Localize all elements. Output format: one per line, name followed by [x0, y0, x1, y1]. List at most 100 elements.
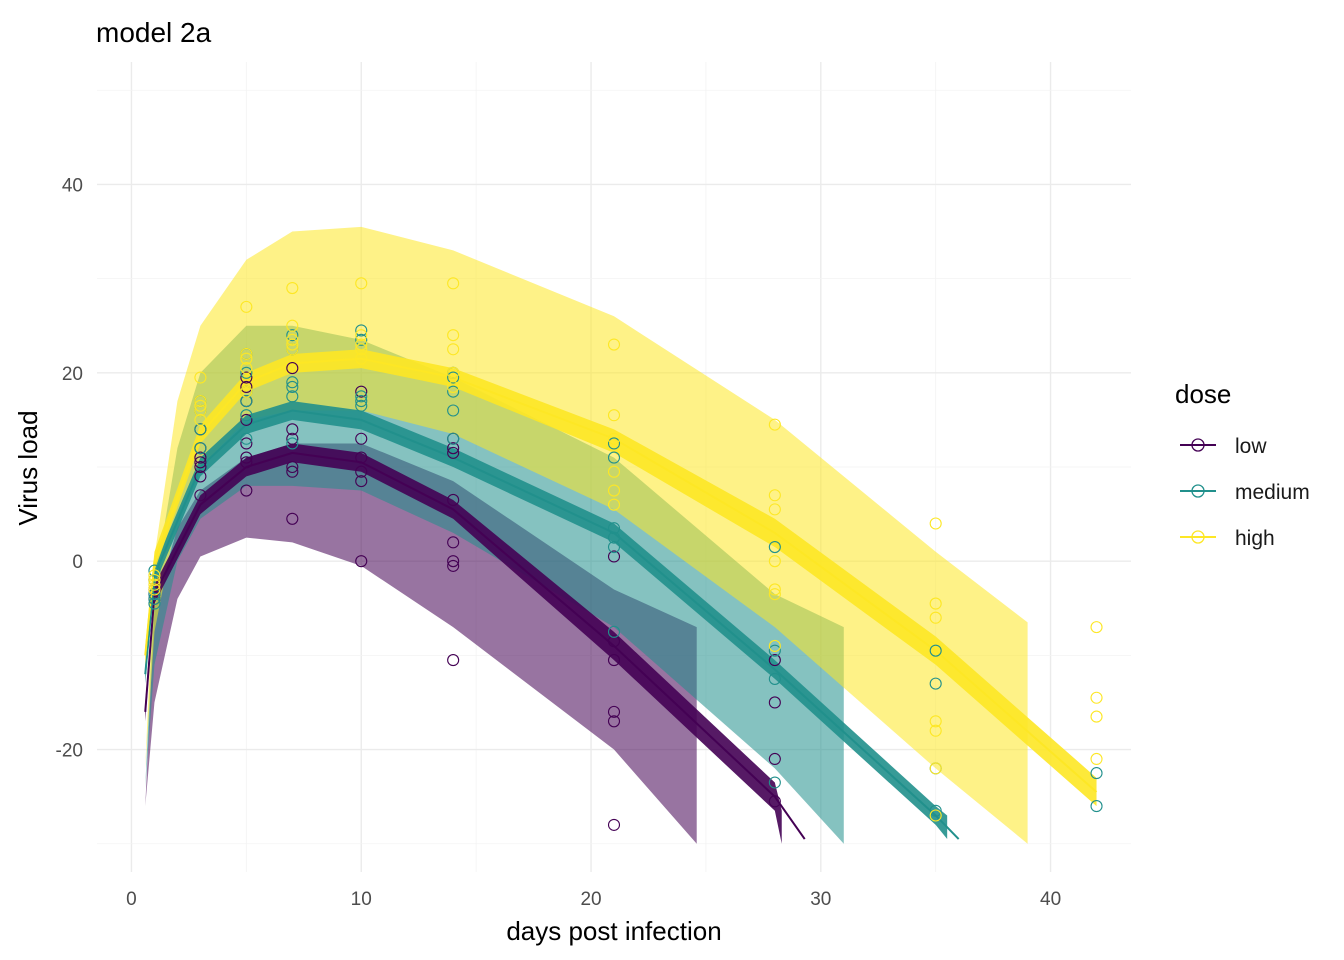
- point-high-3: [148, 583, 161, 596]
- point-low-22: [286, 460, 299, 474]
- point-medium-42: [929, 677, 942, 690]
- legend-key-point-medium: [1191, 484, 1205, 498]
- point-medium-2: [148, 588, 161, 601]
- point-low-20: [286, 423, 299, 436]
- point-high-40: [768, 588, 781, 601]
- y-tick-label-40: 40: [62, 175, 83, 196]
- point-medium-7: [194, 423, 207, 436]
- point-high-48: [929, 809, 942, 822]
- point-low-25: [355, 385, 368, 398]
- legend: dose low medium high: [1175, 379, 1310, 550]
- point-high-25: [447, 329, 460, 342]
- point-medium-25: [355, 399, 368, 412]
- point-high-32: [607, 465, 621, 478]
- point-medium-22: [355, 333, 368, 346]
- point-low-32: [447, 442, 460, 455]
- legend-title: dose: [1175, 379, 1231, 409]
- point-medium-36: [607, 625, 621, 638]
- point-high-51: [1090, 710, 1103, 723]
- point-high-35: [768, 418, 781, 431]
- point-high-14: [286, 281, 299, 295]
- x-tick-label-0: 0: [126, 889, 137, 910]
- point-low-14: [240, 413, 253, 426]
- x-tick-label-40: 40: [1040, 889, 1061, 910]
- point-high-36: [768, 489, 781, 502]
- point-medium-19: [286, 390, 299, 403]
- point-low-28: [355, 465, 368, 478]
- point-medium-4: [148, 597, 161, 610]
- point-medium-46: [1090, 800, 1103, 813]
- point-high-4: [194, 371, 207, 384]
- point-medium-17: [286, 376, 299, 389]
- point-high-37: [768, 503, 781, 516]
- y-tick-label--20: -20: [56, 741, 83, 762]
- point-low-33: [447, 446, 460, 459]
- y-tick-label-20: 20: [62, 364, 83, 385]
- point-high-10: [240, 347, 253, 361]
- point-high-5: [194, 395, 207, 408]
- fit-line-low: [144, 451, 806, 840]
- point-low-30: [355, 555, 368, 568]
- point-high-7: [194, 404, 207, 417]
- point-low-27: [355, 451, 368, 464]
- point-medium-3: [148, 592, 161, 605]
- point-high-38: [768, 555, 781, 568]
- point-high-21: [355, 338, 368, 351]
- point-high-34: [607, 498, 621, 511]
- chart-title: model 2a: [96, 17, 212, 48]
- legend-label-high: high: [1235, 527, 1275, 550]
- point-medium-31: [607, 437, 621, 450]
- point-high-27: [447, 366, 460, 379]
- point-low-26: [355, 432, 368, 445]
- point-low-24: [286, 512, 299, 525]
- point-high-19: [355, 277, 368, 290]
- point-low-10: [194, 489, 207, 502]
- point-high-13: [240, 385, 253, 398]
- point-low-46: [768, 696, 781, 709]
- prediction-band-low: [145, 443, 697, 844]
- fit-ribbon-high: [145, 349, 1097, 807]
- point-low-9: [194, 470, 207, 483]
- point-high-15: [286, 319, 299, 332]
- point-low-39: [607, 550, 621, 563]
- legend-key-point-low: [1191, 438, 1205, 452]
- point-medium-45: [1090, 767, 1103, 780]
- point-low-37: [447, 559, 460, 572]
- point-low-40: [607, 635, 621, 648]
- point-high-1: [148, 573, 161, 587]
- point-low-15: [240, 437, 253, 450]
- legend-label-low: low: [1235, 435, 1267, 458]
- point-low-47: [768, 752, 781, 766]
- point-high-22: [355, 343, 368, 356]
- point-low-38: [447, 654, 460, 667]
- point-high-6: [194, 399, 207, 412]
- point-high-26: [447, 343, 460, 356]
- point-low-42: [607, 705, 621, 718]
- point-medium-20: [286, 437, 299, 450]
- point-medium-21: [355, 324, 368, 337]
- point-high-41: [768, 639, 781, 653]
- point-high-44: [929, 611, 942, 624]
- point-low-44: [607, 818, 621, 831]
- point-low-23: [286, 465, 299, 478]
- point-medium-8: [194, 442, 207, 455]
- point-high-45: [929, 715, 942, 728]
- point-low-21: [286, 432, 299, 445]
- point-high-28: [447, 380, 460, 393]
- point-medium-23: [355, 390, 368, 403]
- point-medium-18: [286, 380, 299, 393]
- point-high-33: [607, 484, 621, 497]
- point-high-18: [286, 343, 299, 356]
- point-low-48: [768, 795, 781, 808]
- point-low-8: [194, 460, 207, 474]
- fit-ribbon-low: [145, 443, 782, 844]
- point-low-34: [447, 493, 460, 507]
- point-low-16: [240, 451, 253, 464]
- point-high-11: [240, 352, 253, 365]
- x-axis-title: days post infection: [506, 916, 721, 946]
- point-high-16: [286, 333, 299, 346]
- point-medium-40: [768, 776, 781, 789]
- y-tick-label-0: 0: [72, 552, 83, 573]
- point-medium-27: [447, 371, 460, 384]
